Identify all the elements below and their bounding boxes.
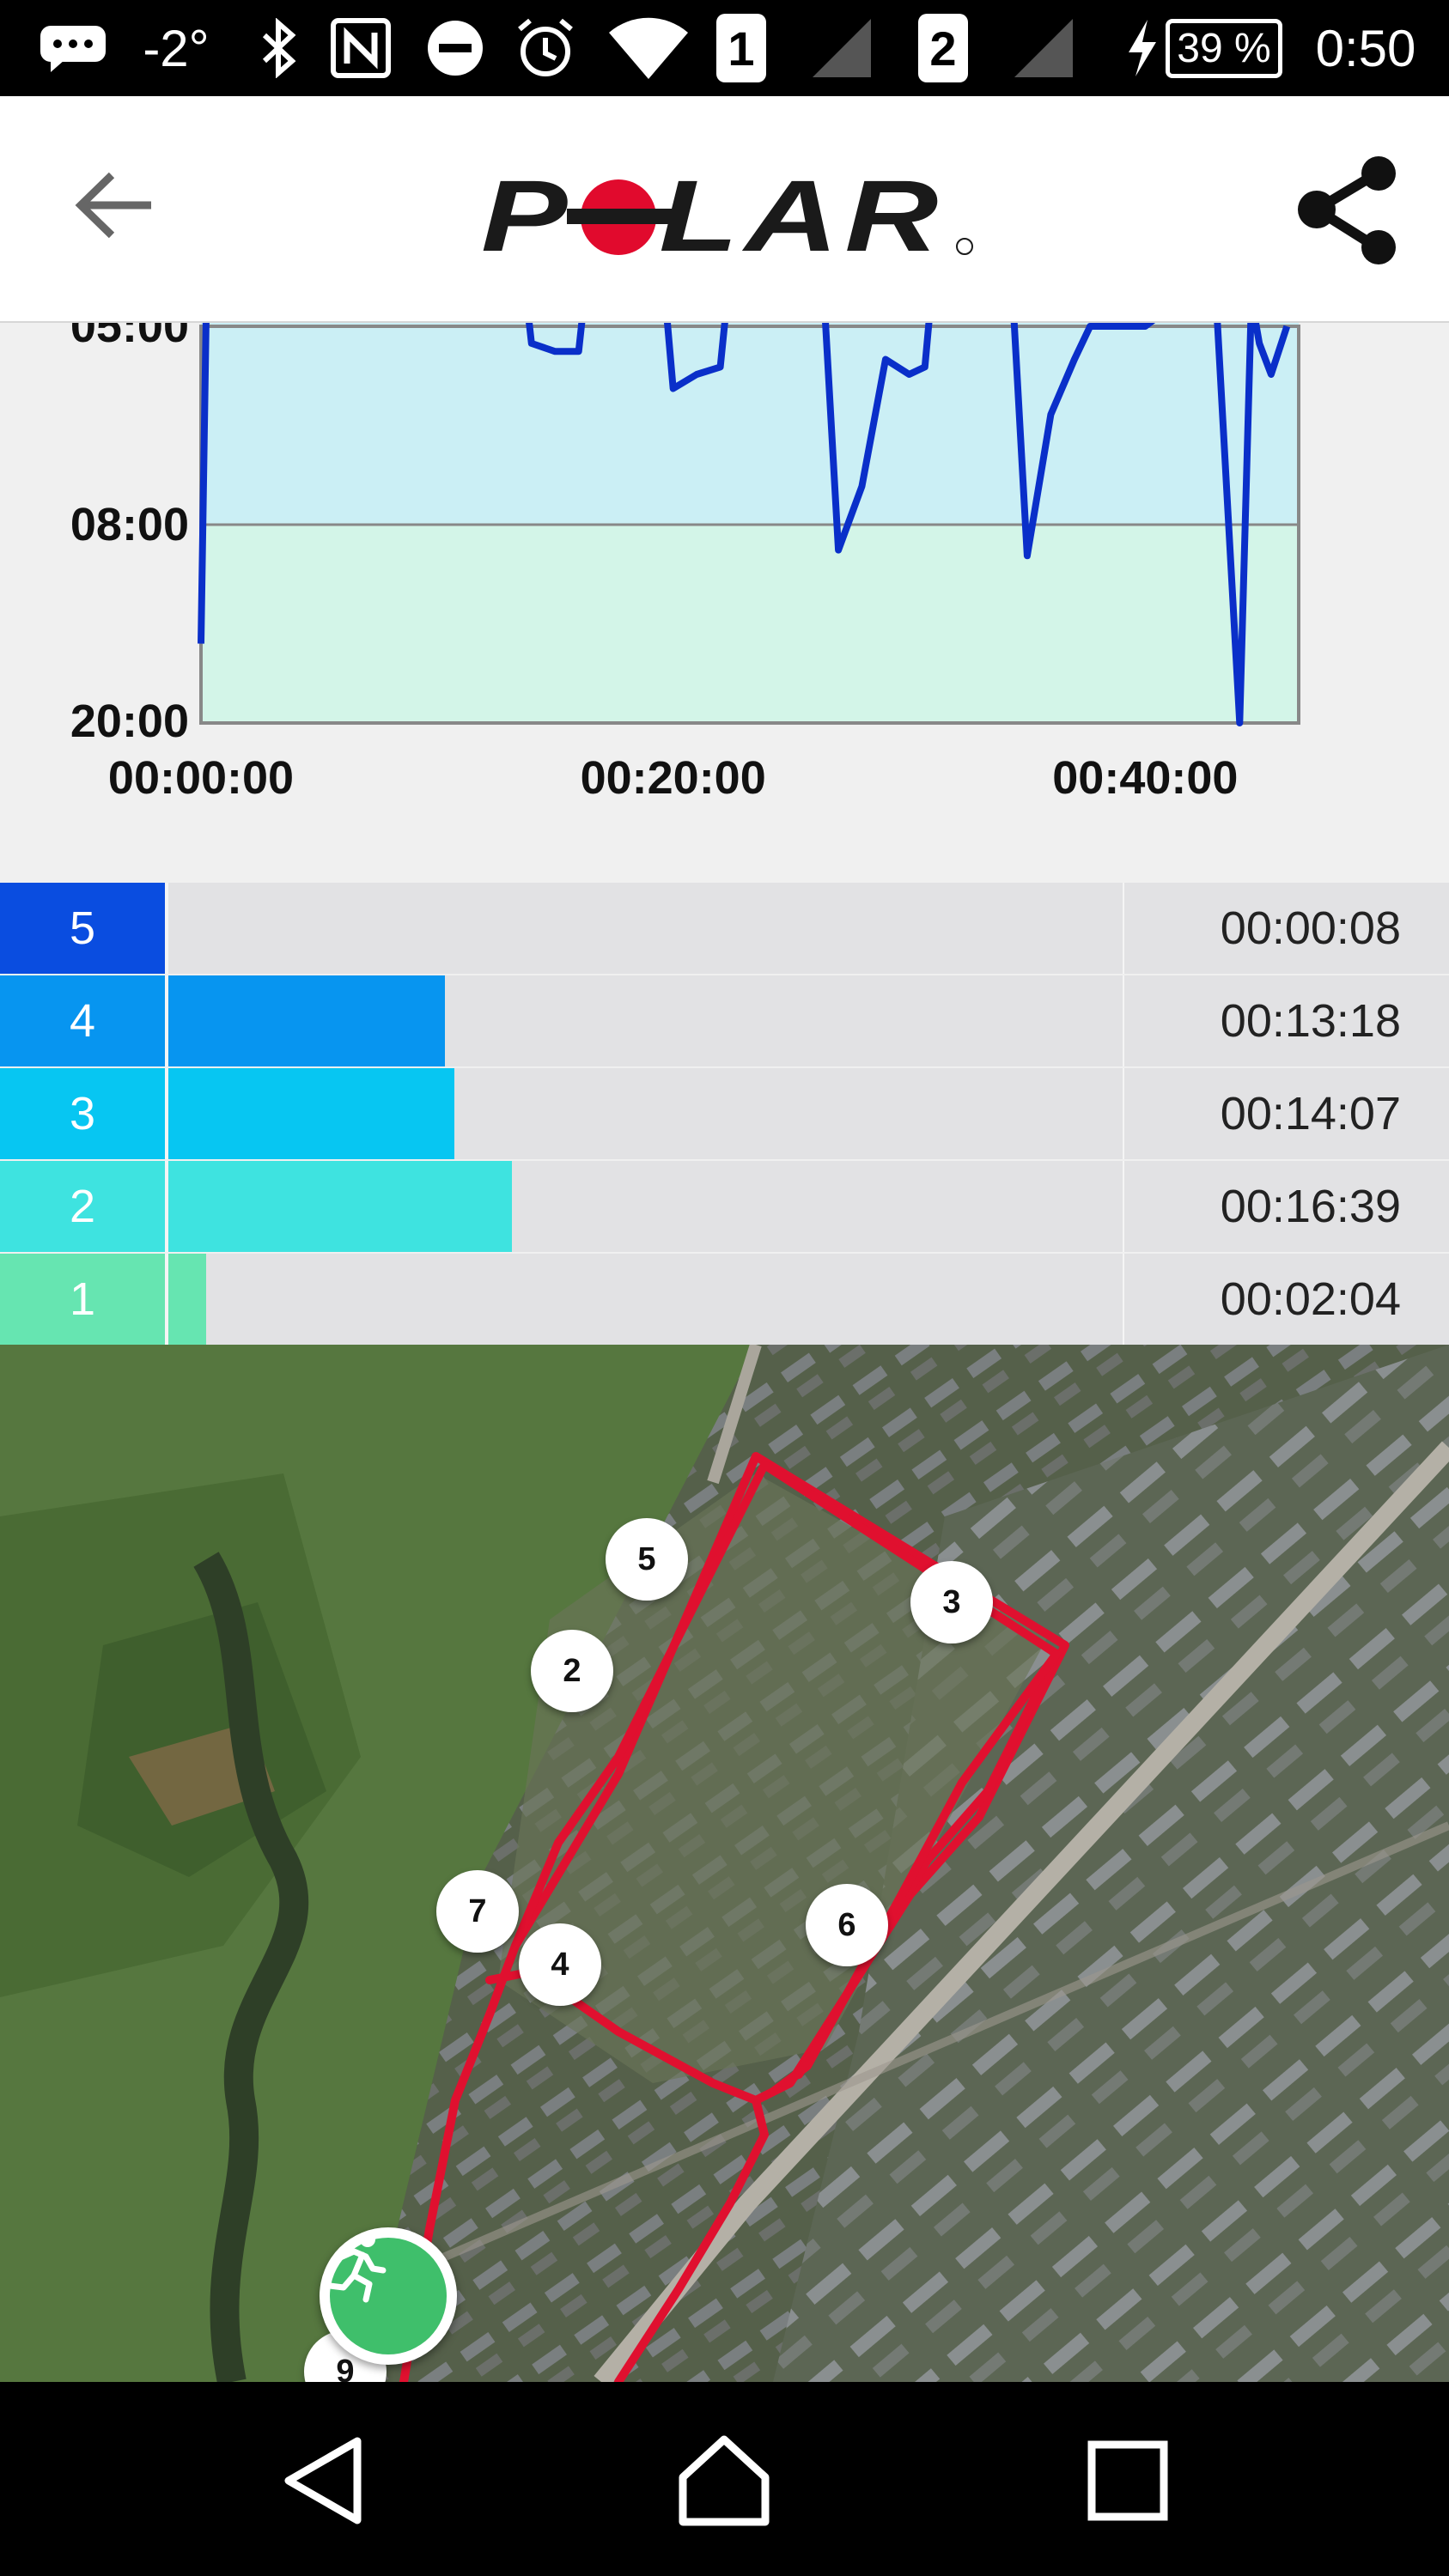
x-tick-label: 00:40:00 xyxy=(1052,752,1238,804)
nav-home-button[interactable] xyxy=(673,2429,776,2532)
zone-label: 2 xyxy=(0,1161,165,1252)
zone-time: 00:00:08 xyxy=(1220,902,1401,954)
lap-marker-7[interactable]: 7 xyxy=(436,1870,519,1953)
battery-icon: 39 % xyxy=(1164,0,1284,96)
zone-time: 00:14:07 xyxy=(1220,1088,1401,1139)
nav-recents-button[interactable] xyxy=(1076,2429,1179,2532)
home-icon xyxy=(679,2435,770,2526)
zone-bar xyxy=(168,975,445,1066)
zone-divider xyxy=(165,883,168,974)
zone-divider xyxy=(165,1068,168,1159)
zone-label: 5 xyxy=(0,883,165,974)
alarm-icon xyxy=(507,0,584,96)
pace-zone-mid xyxy=(201,323,1299,525)
polar-logo: P LAR xyxy=(481,160,979,273)
zone-row-5: 5 00:00:08 xyxy=(0,883,1449,974)
zone-row-4: 4 00:13:18 xyxy=(0,975,1449,1066)
nfc-icon xyxy=(326,0,395,96)
nav-back-button[interactable] xyxy=(275,2429,378,2532)
zone-separator xyxy=(1123,975,1124,1066)
lap-marker-3[interactable]: 3 xyxy=(910,1561,993,1643)
zone-label: 4 xyxy=(0,975,165,1066)
zone-separator xyxy=(1123,883,1124,974)
zone-bar xyxy=(168,1161,512,1252)
back-button[interactable] xyxy=(69,158,163,252)
back-triangle-icon xyxy=(284,2437,362,2524)
navigation-bar xyxy=(0,2382,1449,2576)
zone-row-2: 2 00:16:39 xyxy=(0,1161,1449,1252)
zone-divider xyxy=(165,975,168,1066)
sim1-label: 1 xyxy=(716,14,766,82)
lap-marker-5[interactable]: 5 xyxy=(606,1518,688,1601)
heart-rate-zones: 5 00:00:08 4 00:13:18 3 00:14:07 2 00:16:39 1 00:… xyxy=(0,883,1449,1345)
clock: 0:50 xyxy=(1315,19,1416,77)
x-tick-label: 00:20:00 xyxy=(581,752,766,804)
zone-bar xyxy=(168,1068,454,1159)
do-not-disturb-icon xyxy=(421,0,490,96)
lap-marker-4[interactable]: 4 xyxy=(519,1923,601,2006)
temperature: -2° xyxy=(143,19,210,77)
pace-zone-low xyxy=(201,525,1299,723)
recents-square-icon xyxy=(1087,2440,1168,2521)
signal-icon xyxy=(1009,0,1078,96)
signal-icon xyxy=(807,0,876,96)
zone-divider xyxy=(165,1254,168,1345)
zone-bar xyxy=(168,1254,206,1345)
y-tick-label: 08:00 xyxy=(70,499,189,550)
share-icon xyxy=(1298,156,1396,264)
zone-row-1: 1 00:02:04 xyxy=(0,1254,1449,1345)
zone-time: 00:16:39 xyxy=(1220,1181,1401,1232)
y-tick-label: 20:00 xyxy=(70,696,189,747)
bluetooth-icon xyxy=(249,0,309,96)
charging-icon xyxy=(1121,0,1164,96)
share-button[interactable] xyxy=(1293,155,1404,266)
messages-icon xyxy=(34,0,112,96)
zone-separator xyxy=(1123,1161,1124,1252)
start-marker[interactable] xyxy=(320,2227,457,2365)
svg-text:P LAR: P LAR xyxy=(481,161,945,272)
sim2-label: 2 xyxy=(918,14,968,82)
satellite-map xyxy=(0,1345,1449,2382)
lap-marker-2[interactable]: 2 xyxy=(531,1630,613,1712)
status-bar: -2° 1 2 39 % 0:50 xyxy=(0,0,1449,96)
zone-time: 00:02:04 xyxy=(1220,1273,1401,1325)
y-tick-label: 05:00 xyxy=(70,323,189,352)
back-arrow-icon xyxy=(75,172,151,239)
zone-row-3: 3 00:14:07 xyxy=(0,1068,1449,1159)
sim1-badge: 1 xyxy=(715,0,767,96)
pace-line xyxy=(198,323,1291,726)
sim2-badge: 2 xyxy=(917,0,969,96)
zone-separator xyxy=(1123,1068,1124,1159)
zone-separator xyxy=(1123,1254,1124,1345)
zone-time: 00:13:18 xyxy=(1220,995,1401,1047)
start-marker-inner xyxy=(326,2232,447,2354)
battery-level: 39 % xyxy=(1166,18,1282,78)
lap-marker-6[interactable]: 6 xyxy=(806,1884,888,1966)
running-person-icon xyxy=(326,2232,387,2303)
app-bar: P LAR xyxy=(0,96,1449,323)
wifi-icon xyxy=(601,0,696,96)
zone-divider xyxy=(165,1161,168,1252)
x-tick-label: 00:00:00 xyxy=(108,752,294,804)
zone-label: 3 xyxy=(0,1068,165,1159)
zone-label: 1 xyxy=(0,1254,165,1345)
